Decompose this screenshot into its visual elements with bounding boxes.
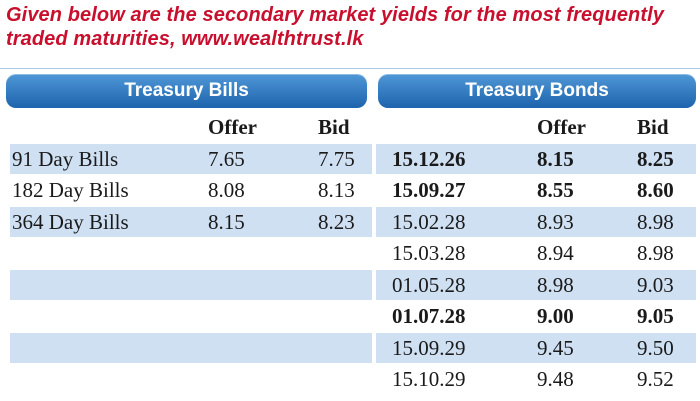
bond-maturity: 01.05.28 bbox=[392, 272, 466, 297]
bond-offer: 8.55 bbox=[537, 178, 574, 202]
bond-offer: 8.93 bbox=[537, 209, 574, 234]
table-caption: Given below are the secondary market yie… bbox=[6, 3, 696, 51]
bills-bid-column-header: Bid bbox=[318, 115, 350, 139]
bond-bid: 8.98 bbox=[637, 209, 674, 234]
table-row: 15.03.28 8.94 8.98 bbox=[10, 237, 697, 269]
yield-table: Offer Bid Offer Bid 91 Day Bills 7.65 7.… bbox=[10, 111, 697, 395]
bond-offer: 9.48 bbox=[537, 367, 574, 391]
column-header-row: Offer Bid Offer Bid bbox=[10, 111, 697, 143]
bond-offer: 8.15 bbox=[537, 146, 574, 171]
bond-bid: 9.50 bbox=[637, 335, 674, 360]
bond-maturity: 15.09.29 bbox=[392, 335, 466, 360]
bonds-offer-column-header: Offer bbox=[537, 115, 586, 139]
bill-bid: 7.75 bbox=[318, 146, 355, 171]
bill-offer: 8.15 bbox=[208, 209, 245, 234]
bond-bid: 9.03 bbox=[637, 272, 674, 297]
table-row: 15.09.29 9.45 9.50 bbox=[10, 331, 697, 363]
treasury-bills-header: Treasury Bills bbox=[6, 74, 367, 108]
bond-offer: 9.45 bbox=[537, 335, 574, 360]
bill-bid: 8.23 bbox=[318, 209, 355, 234]
bill-label: 364 Day Bills bbox=[12, 209, 129, 234]
caption-line-1: Given below are the secondary market yie… bbox=[6, 4, 665, 26]
bond-bid: 8.60 bbox=[637, 178, 674, 202]
bond-offer: 8.98 bbox=[537, 272, 574, 297]
bond-offer: 9.00 bbox=[537, 304, 574, 328]
bill-label: 91 Day Bills bbox=[12, 146, 119, 171]
column-divider bbox=[372, 108, 376, 400]
bond-maturity: 15.02.28 bbox=[392, 209, 466, 234]
bill-label: 182 Day Bills bbox=[12, 178, 129, 202]
bill-offer: 8.08 bbox=[208, 178, 245, 202]
table-row: 01.05.28 8.98 9.03 bbox=[10, 268, 697, 300]
bond-bid: 8.25 bbox=[637, 146, 674, 171]
bill-offer: 7.65 bbox=[208, 146, 245, 171]
bond-bid: 9.05 bbox=[637, 304, 674, 328]
bonds-bid-column-header: Bid bbox=[637, 115, 669, 139]
table-row: 91 Day Bills 7.65 7.75 15.12.26 8.15 8.2… bbox=[10, 142, 697, 174]
treasury-bonds-header: Treasury Bonds bbox=[378, 74, 696, 108]
bond-bid: 9.52 bbox=[637, 367, 674, 391]
table-row: 364 Day Bills 8.15 8.23 15.02.28 8.93 8.… bbox=[10, 205, 697, 237]
bond-maturity: 15.12.26 bbox=[392, 146, 466, 171]
caption-line-2: traded maturities, www.wealthtrust.lk bbox=[6, 28, 364, 50]
bills-offer-column-header: Offer bbox=[208, 115, 257, 139]
table-row: 182 Day Bills 8.08 8.13 15.09.27 8.55 8.… bbox=[10, 174, 697, 206]
table-row: 01.07.28 9.00 9.05 bbox=[10, 300, 697, 332]
bond-offer: 8.94 bbox=[537, 241, 574, 265]
bill-bid: 8.13 bbox=[318, 178, 355, 202]
bond-maturity: 15.03.28 bbox=[392, 241, 466, 265]
table-right-edge bbox=[696, 108, 700, 400]
table-row: 15.10.29 9.48 9.52 bbox=[10, 363, 697, 395]
bond-maturity: 15.10.29 bbox=[392, 367, 466, 391]
bond-bid: 8.98 bbox=[637, 241, 674, 265]
bond-maturity: 15.09.27 bbox=[392, 178, 466, 202]
bond-maturity: 01.07.28 bbox=[392, 304, 466, 328]
